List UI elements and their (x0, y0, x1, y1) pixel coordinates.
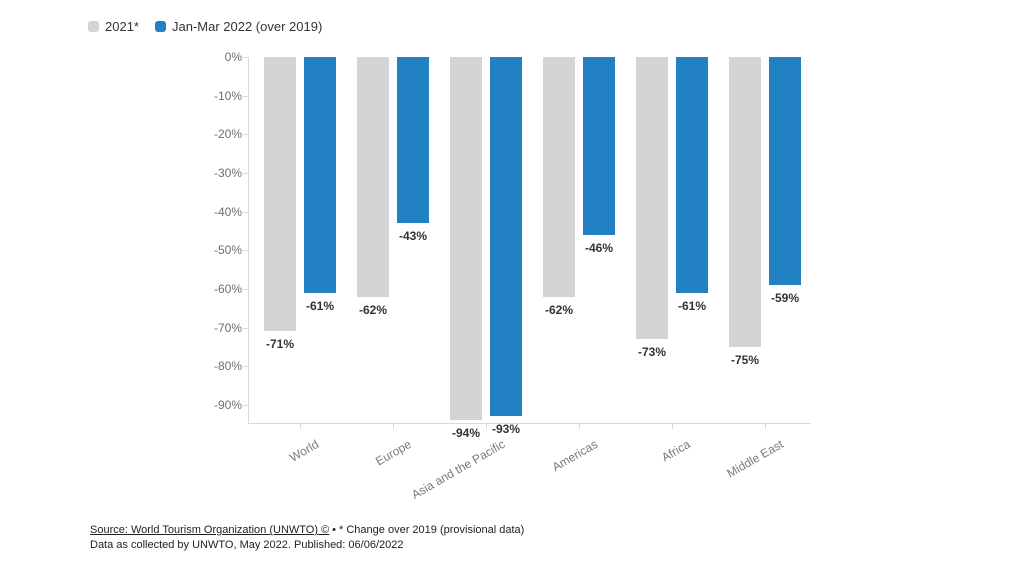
bar-value-label: -73% (637, 345, 666, 360)
bar-2021 (729, 57, 761, 347)
bar-2021 (543, 57, 575, 297)
source-link[interactable]: Source: World Tourism Organization (UNWT… (90, 524, 330, 536)
x-category-label: Americas (549, 437, 600, 475)
x-tick-mark (765, 424, 766, 429)
y-tick-mark (243, 327, 248, 329)
bar-jan-mar-2022 (397, 57, 429, 224)
x-category-label: Africa (659, 437, 693, 465)
x-category-label: World (287, 437, 321, 465)
y-tick-label: -10% (213, 88, 242, 103)
legend-item-2021: 2021* (88, 19, 139, 34)
bar-value-label: -75% (730, 352, 759, 367)
plot-area (248, 57, 811, 424)
bar-jan-mar-2022 (769, 57, 801, 286)
x-category-label: Middle East (724, 437, 786, 481)
y-tick-mark (243, 95, 248, 97)
y-tick-mark (243, 366, 248, 368)
legend-label-2021: 2021* (105, 19, 139, 34)
bar-value-label: -59% (770, 291, 799, 306)
y-tick-mark (243, 211, 248, 213)
y-tick-mark (243, 57, 248, 58)
x-category-label: Asia and the Pacific (408, 437, 507, 502)
legend-swatch-2021 (88, 21, 99, 32)
y-tick-mark (243, 288, 248, 290)
y-tick-mark (243, 172, 248, 174)
bar-value-label: -94% (451, 426, 480, 441)
footer-separator: • (332, 524, 337, 536)
bar-value-label: -62% (358, 302, 387, 317)
bar-value-label: -62% (544, 302, 573, 317)
footnote: * Change over 2019 (provisional data) (339, 524, 525, 536)
bar-value-label: -61% (677, 298, 706, 313)
legend-swatch-jan-mar-2022 (154, 21, 166, 32)
legend-label-jan-mar-2022: Jan-Mar 2022 (over 2019) (171, 19, 323, 34)
chart-legend: 2021* Jan-Mar 2022 (over 2019) (88, 19, 322, 34)
bar-jan-mar-2022 (490, 57, 522, 417)
bar-value-label: -71% (265, 337, 294, 352)
bar-jan-mar-2022 (304, 57, 336, 293)
footer: Source: World Tourism Organization (UNWT… (90, 523, 524, 553)
y-tick-label: -70% (213, 320, 242, 335)
y-tick-label: -50% (213, 243, 242, 258)
x-tick-mark (672, 424, 673, 429)
y-tick-label: 0% (224, 50, 242, 64)
legend-item-jan-mar-2022: Jan-Mar 2022 (over 2019) (154, 19, 323, 34)
y-tick-label: -80% (213, 359, 242, 374)
y-tick-mark (243, 404, 248, 406)
y-tick-label: -40% (213, 204, 242, 219)
x-tick-mark (393, 424, 394, 429)
y-tick-label: -60% (213, 281, 242, 296)
bar-jan-mar-2022 (583, 57, 615, 235)
y-tick-label: -90% (213, 397, 242, 412)
footer-line2: Data as collected by UNWTO, May 2022. Pu… (90, 539, 404, 551)
bar-jan-mar-2022 (676, 57, 708, 293)
bar-2021 (450, 57, 482, 421)
y-tick-mark (243, 250, 248, 252)
y-tick-mark (243, 134, 248, 136)
bar-2021 (264, 57, 296, 332)
y-tick-label: -20% (213, 127, 242, 142)
footer-line1: Source: World Tourism Organization (UNWT… (90, 523, 524, 538)
bar-value-label: -46% (584, 240, 613, 255)
bar-2021 (636, 57, 668, 340)
bar-2021 (357, 57, 389, 297)
y-tick-label: -30% (213, 165, 242, 180)
bar-value-label: -43% (398, 229, 427, 244)
bar-value-label: -61% (305, 298, 334, 313)
x-category-label: Europe (373, 437, 414, 469)
bar-value-label: -93% (491, 422, 520, 437)
x-tick-mark (300, 424, 301, 429)
x-tick-mark (486, 424, 487, 429)
x-tick-mark (579, 424, 580, 429)
